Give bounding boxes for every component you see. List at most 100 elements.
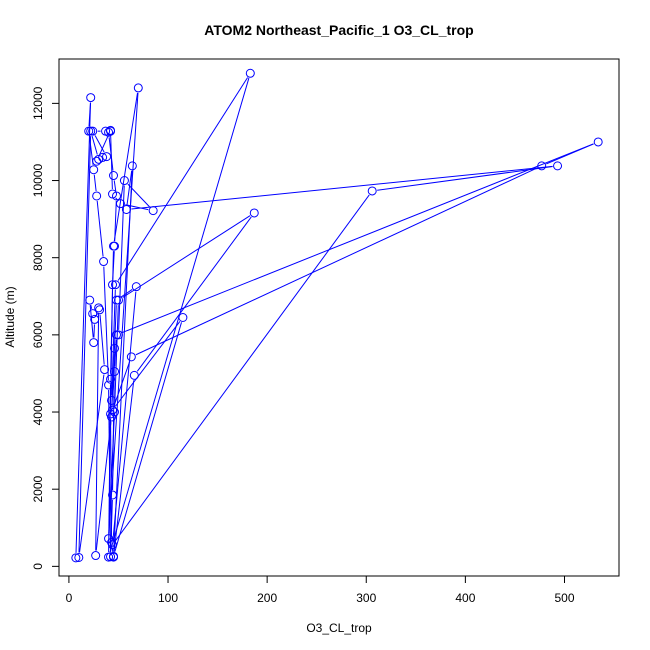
data-point bbox=[100, 365, 110, 375]
x-axis-label: O3_CL_trop bbox=[306, 621, 372, 635]
x-tick-label: 300 bbox=[356, 591, 376, 605]
series-segment bbox=[93, 174, 97, 192]
data-point bbox=[89, 338, 99, 348]
data-point bbox=[111, 330, 121, 340]
data-point bbox=[88, 126, 98, 136]
series-segment bbox=[90, 304, 93, 309]
y-tick-label: 6000 bbox=[31, 321, 45, 348]
data-point bbox=[129, 370, 139, 380]
data-point bbox=[249, 208, 259, 218]
data-point bbox=[94, 303, 104, 313]
series-group bbox=[71, 68, 603, 563]
data-point bbox=[90, 314, 100, 324]
series-segment bbox=[111, 547, 114, 553]
series-segment bbox=[108, 92, 139, 534]
x-tick-label: 200 bbox=[257, 591, 277, 605]
data-point bbox=[110, 343, 120, 353]
data-point bbox=[553, 161, 563, 171]
series-segment bbox=[113, 170, 133, 552]
series-segment bbox=[103, 266, 109, 381]
series-segment bbox=[99, 314, 105, 365]
data-point bbox=[88, 309, 98, 319]
data-point bbox=[104, 552, 114, 562]
data-point bbox=[108, 405, 118, 415]
series-segment bbox=[96, 200, 104, 257]
data-point bbox=[107, 395, 117, 405]
data-point bbox=[148, 206, 158, 216]
data-point bbox=[115, 199, 125, 209]
data-point bbox=[102, 152, 112, 162]
data-point bbox=[71, 553, 81, 563]
series-segment bbox=[115, 194, 370, 542]
series-segment bbox=[118, 185, 125, 330]
series-segment bbox=[377, 166, 553, 191]
series-segment bbox=[93, 324, 95, 338]
data-point bbox=[111, 295, 121, 305]
series-segment bbox=[91, 135, 98, 155]
series-segment bbox=[75, 102, 92, 553]
plot-area bbox=[58, 58, 620, 577]
series-segment bbox=[108, 137, 114, 171]
data-point bbox=[106, 374, 116, 384]
data-point bbox=[108, 280, 118, 290]
x-tick-label: 500 bbox=[554, 591, 574, 605]
data-point bbox=[86, 93, 96, 103]
series-segment bbox=[111, 289, 116, 396]
series-segment bbox=[113, 380, 135, 553]
data-point bbox=[104, 534, 114, 544]
series-segment bbox=[113, 180, 117, 192]
data-point bbox=[106, 125, 116, 135]
series-segment bbox=[135, 167, 538, 356]
series-segment bbox=[136, 216, 252, 372]
data-point bbox=[107, 412, 117, 422]
y-tick-label: 8000 bbox=[31, 244, 45, 271]
data-point bbox=[111, 191, 121, 201]
data-point bbox=[109, 171, 119, 181]
x-axis: 0 100 200 300 400 500 bbox=[66, 575, 575, 605]
data-point bbox=[110, 407, 120, 417]
data-point bbox=[85, 295, 95, 305]
series-segment bbox=[113, 92, 139, 242]
series-segment bbox=[111, 305, 117, 413]
series-segment bbox=[78, 136, 92, 553]
data-point bbox=[110, 367, 120, 377]
data-point bbox=[113, 295, 123, 305]
data-point bbox=[178, 313, 188, 322]
y-tick-label: 2000 bbox=[31, 476, 45, 503]
data-point bbox=[86, 126, 96, 136]
series-segment bbox=[117, 77, 249, 281]
data-point bbox=[367, 186, 377, 196]
y-tick-label: 0 bbox=[31, 563, 45, 570]
data-point bbox=[92, 156, 102, 166]
x-tick-label: 400 bbox=[455, 591, 475, 605]
y-tick-label: 10000 bbox=[31, 164, 45, 198]
series-segment bbox=[126, 170, 133, 205]
series-segment bbox=[546, 143, 594, 165]
data-point bbox=[99, 257, 109, 267]
data-point bbox=[121, 204, 131, 214]
series-segment bbox=[120, 143, 594, 334]
data-point bbox=[109, 241, 119, 251]
series-segment bbox=[122, 215, 251, 298]
series-segment bbox=[120, 289, 133, 298]
series-segment bbox=[125, 204, 149, 211]
data-point bbox=[110, 280, 120, 290]
data-point bbox=[89, 165, 99, 175]
series-segment bbox=[131, 165, 553, 210]
series-segment bbox=[115, 321, 181, 407]
data-point bbox=[127, 161, 137, 171]
x-tick-label: 0 bbox=[66, 591, 73, 605]
y-tick-label: 12000 bbox=[31, 86, 45, 120]
data-point bbox=[113, 330, 123, 340]
series-segment bbox=[79, 374, 105, 553]
y-axis-label: Altitude (m) bbox=[3, 286, 17, 347]
data-point bbox=[104, 380, 114, 390]
data-point bbox=[74, 552, 84, 562]
series-segment bbox=[98, 134, 109, 157]
chart-title: ATOM2 Northeast_Pacific_1 O3_CL_trop bbox=[204, 22, 473, 38]
data-point bbox=[119, 176, 129, 186]
data-point bbox=[108, 490, 118, 500]
series-segment bbox=[95, 421, 112, 551]
data-point bbox=[537, 161, 547, 171]
